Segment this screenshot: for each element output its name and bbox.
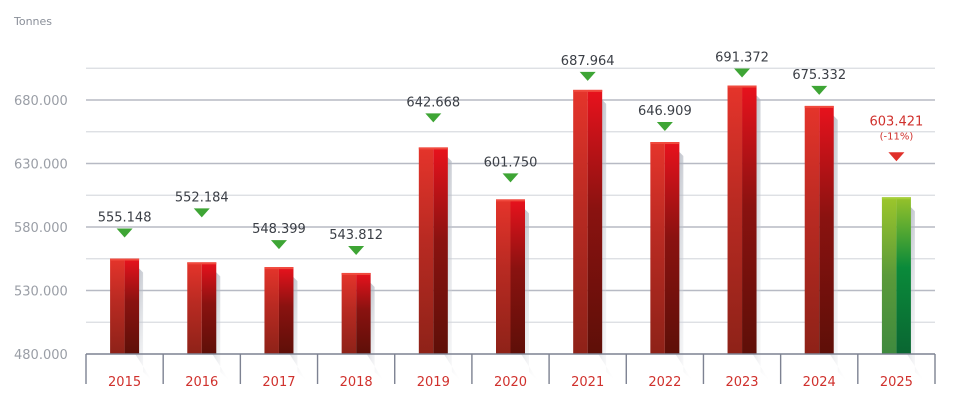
bar-top-edge	[110, 258, 140, 261]
x-tick-label: 2022	[648, 375, 681, 390]
trend-marker-icon	[193, 208, 210, 218]
y-tick-label: 680.000	[14, 94, 68, 109]
bar-2021	[573, 89, 617, 383]
bar-right-face	[433, 147, 448, 354]
x-tick-label: 2025	[880, 375, 913, 390]
y-tick-label: 480.000	[14, 348, 68, 363]
bar-left-face	[804, 105, 820, 354]
bar-2023	[727, 85, 771, 383]
bar-left-face	[418, 147, 434, 354]
y-tick-label: 630.000	[14, 158, 68, 173]
bar-2015	[110, 258, 154, 382]
bar-top-edge	[804, 105, 834, 108]
bar-top-edge	[650, 142, 680, 145]
bar-shadow	[829, 111, 848, 383]
bar-right-face	[664, 142, 680, 354]
x-tick-label: 2023	[725, 375, 758, 390]
bar-2022	[650, 142, 694, 382]
data-label: 646.909	[638, 104, 692, 119]
data-label: 603.421	[870, 114, 924, 129]
y-tick-label: 580.000	[14, 221, 68, 236]
bar-shadow	[521, 205, 539, 382]
bar-shadow	[443, 153, 462, 382]
bar-left-face	[341, 272, 357, 354]
bar-top-edge	[727, 85, 757, 88]
trend-marker-icon	[116, 228, 133, 238]
bar-top-edge	[264, 267, 294, 270]
x-tick-label: 2018	[340, 375, 373, 390]
bar-left-face	[650, 142, 665, 354]
x-tick-label: 2024	[803, 375, 836, 390]
x-tick-label: 2019	[417, 375, 450, 390]
x-tick-label: 2016	[185, 375, 218, 390]
change-annotation: (-11%)	[880, 131, 914, 142]
data-label: 675.332	[792, 68, 846, 83]
bar-2019	[418, 147, 462, 382]
data-label: 642.668	[406, 95, 460, 110]
data-label: 691.372	[715, 51, 769, 66]
trend-marker-icon	[270, 240, 287, 250]
bar-left-face	[110, 258, 125, 354]
x-tick-label: 2017	[262, 375, 295, 390]
data-label: 543.812	[329, 228, 383, 243]
trend-marker-icon	[811, 85, 828, 95]
bar-2017	[264, 267, 308, 382]
bar-left-face	[727, 85, 743, 354]
data-label: 555.148	[98, 211, 152, 226]
bar-right-face	[278, 267, 294, 354]
bar-shadow	[598, 95, 617, 383]
y-tick-label: 530.000	[14, 285, 68, 300]
trend-marker-icon	[502, 173, 519, 183]
bar-2018	[341, 272, 385, 382]
y-axis-unit-label: Tonnes	[13, 15, 52, 28]
data-label: 601.750	[484, 155, 538, 170]
trend-marker-icon	[348, 245, 365, 255]
bar-right-face	[819, 105, 834, 354]
data-label: 552.184	[175, 190, 229, 205]
trend-marker-icon	[656, 122, 673, 132]
bar-2020	[496, 199, 539, 382]
bar-2024	[804, 105, 848, 383]
bar-top-edge	[496, 199, 525, 202]
bar-left-face	[496, 199, 511, 354]
trend-marker-icon	[734, 68, 751, 78]
bar-right-face	[356, 272, 371, 354]
bar-right-face	[896, 197, 911, 354]
x-tick-label: 2020	[494, 375, 527, 390]
bar-left-face	[264, 267, 279, 354]
bar-shadow	[906, 203, 925, 382]
bar-top-edge	[341, 272, 371, 275]
trend-marker-icon	[579, 71, 596, 81]
bar-top-edge	[573, 89, 603, 92]
bar-right-face	[587, 89, 603, 355]
data-label: 687.964	[561, 54, 615, 69]
bar-left-face	[573, 89, 588, 355]
data-label: 548.399	[252, 222, 306, 237]
x-tick-label: 2021	[571, 375, 604, 390]
trend-marker-icon	[425, 113, 442, 123]
bar-2025	[881, 197, 925, 382]
bar-top-edge	[881, 197, 911, 200]
bar-shadow	[366, 278, 385, 382]
bar-right-face	[201, 262, 217, 354]
bar-left-face	[187, 262, 202, 354]
bar-top-edge	[187, 262, 217, 265]
bar-top-edge	[418, 147, 448, 150]
bar-shadow	[135, 264, 154, 382]
x-tick-label: 2015	[108, 375, 141, 390]
bar-right-face	[742, 85, 757, 354]
bar-left-face	[881, 197, 897, 354]
trend-down-marker-icon	[888, 152, 905, 162]
bar-shadow	[752, 91, 771, 383]
bar-right-face	[510, 199, 525, 354]
bar-right-face	[124, 258, 140, 354]
bar-shadow	[675, 148, 694, 382]
